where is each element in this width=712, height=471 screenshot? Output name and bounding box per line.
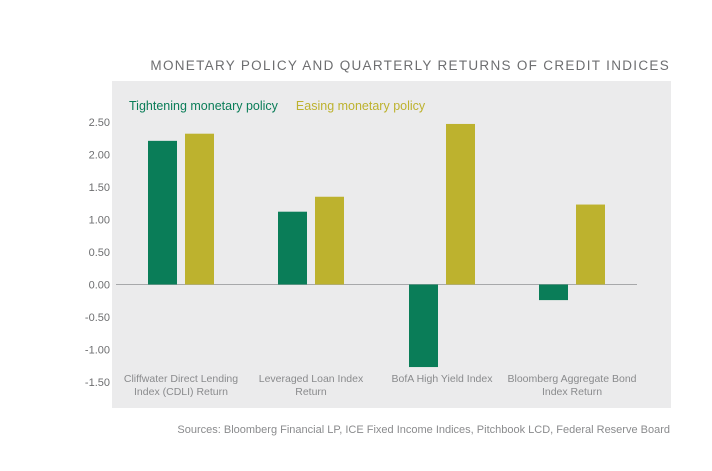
bar-easing xyxy=(446,123,475,285)
bar-tightening xyxy=(278,211,307,285)
source-note: Sources: Bloomberg Financial LP, ICE Fix… xyxy=(177,424,670,436)
y-tick-label: -1.50 xyxy=(85,377,110,389)
y-tick-label: -1.00 xyxy=(85,345,110,357)
bar-tightening xyxy=(148,140,177,285)
y-tick-label: -0.50 xyxy=(85,312,110,324)
category-label: Index Return xyxy=(542,386,602,398)
chart-title: MONETARY POLICY AND QUARTERLY RETURNS OF… xyxy=(150,58,670,73)
category-label: Index (CDLI) Return xyxy=(134,386,228,398)
legend-entry: Tightening monetary policy xyxy=(129,99,279,113)
category-label: Return xyxy=(295,386,327,398)
category-label: Bloomberg Aggregate Bond xyxy=(507,373,636,385)
legend-entry: Easing monetary policy xyxy=(296,99,426,113)
bar-easing xyxy=(576,204,605,285)
category-label: Leveraged Loan Index xyxy=(259,373,364,385)
y-tick-label: 1.50 xyxy=(89,182,110,194)
y-tick-label: 2.50 xyxy=(89,117,110,129)
category-label: BofA High Yield Index xyxy=(392,373,494,385)
y-tick-label: 0.50 xyxy=(89,247,110,259)
bar-tightening xyxy=(409,284,438,368)
category-label: Cliffwater Direct Lending xyxy=(124,373,238,385)
y-tick-label: 2.00 xyxy=(89,150,110,162)
bar-easing xyxy=(315,196,344,285)
y-tick-label: 0.00 xyxy=(89,280,110,292)
bar-easing xyxy=(185,133,214,285)
bar-tightening xyxy=(539,284,568,301)
y-tick-label: 1.00 xyxy=(89,215,110,227)
